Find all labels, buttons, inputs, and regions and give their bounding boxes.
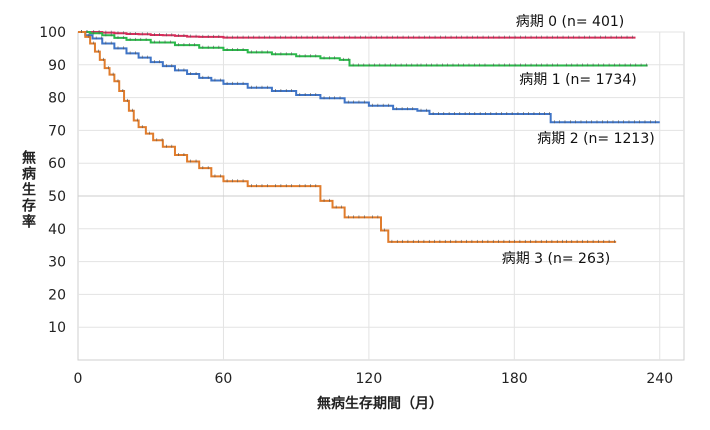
x-axis-title: 無病生存期間（月） bbox=[317, 395, 443, 412]
y-tick-label: 40 bbox=[48, 222, 66, 238]
series-label-1: 病期 1 (n= 1734) bbox=[519, 72, 636, 88]
axis-ticks: 0 60 120 180 240 10 20 30 40 50 60 70 80 90 100 bbox=[39, 25, 673, 387]
y-tick-label: 20 bbox=[48, 287, 66, 303]
y-tick-label: 10 bbox=[48, 320, 66, 336]
y-tick-label: 30 bbox=[48, 255, 66, 271]
series-label-3: 病期 3 (n= 263) bbox=[502, 251, 611, 267]
series-line-0 bbox=[78, 31, 636, 39]
censor-marks-3 bbox=[81, 30, 615, 243]
y-axis-title: 無病生存率 bbox=[20, 149, 36, 230]
series-label-2: 病期 2 (n= 1213) bbox=[537, 131, 654, 147]
y-tick-label: 80 bbox=[48, 91, 66, 107]
series-line-2 bbox=[78, 31, 660, 124]
x-tick-label: 180 bbox=[501, 371, 528, 387]
series-line-1 bbox=[78, 31, 648, 67]
censor-marks-2 bbox=[81, 30, 656, 124]
series-layer bbox=[78, 30, 660, 243]
x-tick-label: 240 bbox=[646, 371, 673, 387]
series-line-3 bbox=[78, 31, 617, 243]
y-tick-label: 100 bbox=[39, 25, 66, 41]
series-labels: 病期 0 (n= 401) 病期 1 (n= 1734) 病期 2 (n= 1213… bbox=[502, 14, 655, 267]
x-tick-label: 60 bbox=[215, 371, 233, 387]
censor-marks-1 bbox=[81, 30, 647, 67]
y-tick-label: 70 bbox=[48, 123, 66, 139]
x-tick-label: 120 bbox=[356, 371, 383, 387]
series-label-0: 病期 0 (n= 401) bbox=[516, 14, 625, 30]
grid-lines bbox=[78, 31, 684, 360]
y-tick-label: 60 bbox=[48, 156, 66, 172]
y-tick-label: 50 bbox=[48, 189, 66, 205]
y-tick-label: 90 bbox=[48, 58, 66, 74]
x-tick-label: 0 bbox=[74, 371, 83, 387]
